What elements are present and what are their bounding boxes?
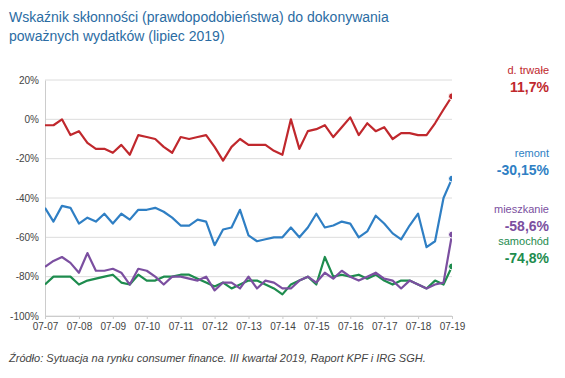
x-tick-mark bbox=[147, 316, 148, 319]
y-tick: -40% bbox=[16, 193, 45, 204]
x-tick-label: 07-08 bbox=[67, 321, 93, 332]
plot-area bbox=[45, 93, 452, 295]
x-tick-label: 07-09 bbox=[101, 321, 127, 332]
x-tick-mark bbox=[45, 316, 46, 319]
y-tick: -60% bbox=[16, 232, 45, 243]
x-tick-label: 07-18 bbox=[406, 321, 432, 332]
y-tick: -20% bbox=[16, 153, 45, 164]
x-tick-label: 07-11 bbox=[169, 321, 194, 332]
x-tick-label: 07-14 bbox=[270, 321, 296, 332]
end-point bbox=[449, 263, 453, 270]
end-point bbox=[449, 231, 453, 238]
x-tick-mark bbox=[452, 316, 453, 319]
end-point bbox=[449, 93, 453, 100]
title: Wskaźnik skłonności (prawdopodobieństwa)… bbox=[9, 9, 389, 44]
x-tick: 07-18 bbox=[406, 316, 432, 332]
x-tick-mark bbox=[113, 316, 114, 319]
x-tick-label: 07-07 bbox=[33, 321, 59, 332]
series-name: d. trwałe bbox=[507, 64, 549, 76]
end-value-label: -58,6% bbox=[505, 218, 550, 234]
y-tick-label: 0% bbox=[25, 114, 40, 125]
x-tick-mark bbox=[350, 316, 351, 319]
y-tick-label: 20% bbox=[19, 75, 39, 86]
chart-svg: Wskaźnik skłonności (prawdopodobieństwa)… bbox=[0, 0, 565, 378]
x-tick-mark bbox=[79, 316, 80, 319]
y-tick-label: -80% bbox=[16, 271, 39, 282]
grid-line bbox=[45, 80, 452, 81]
x-tick: 07-11 bbox=[169, 316, 194, 332]
x-tick: 07-12 bbox=[202, 316, 228, 332]
y-tick-label: -100% bbox=[10, 311, 39, 322]
x-tick-label: 07-10 bbox=[134, 321, 160, 332]
x-tick: 07-08 bbox=[67, 316, 93, 332]
x-tick-mark bbox=[384, 316, 385, 319]
x-tick: 07-13 bbox=[236, 316, 262, 332]
end-point bbox=[449, 175, 453, 182]
y-axis-line bbox=[45, 81, 46, 317]
y-tick: -80% bbox=[16, 271, 45, 282]
y-tick: -100% bbox=[10, 311, 45, 322]
end-value-label: -74,8% bbox=[505, 250, 550, 266]
y-tick-label: -20% bbox=[16, 153, 39, 164]
series-name: samochód bbox=[498, 235, 549, 247]
x-tick-label: 07-19 bbox=[440, 321, 466, 332]
series-line bbox=[45, 235, 452, 291]
x-tick: 07-17 bbox=[372, 316, 398, 332]
series-line bbox=[45, 179, 452, 248]
grid-line bbox=[45, 237, 452, 238]
end-value-label: -30,15% bbox=[497, 162, 550, 178]
end-labels: d. trwałe 11,7% remont -30,15% mieszkanie -58… bbox=[494, 64, 550, 265]
x-axis: 07-07 07-08 07-09 07-10 07-11 07-12 07-13 07-14… bbox=[33, 316, 466, 332]
chart-container: Wskaźnik skłonności (prawdopodobieństwa)… bbox=[0, 0, 565, 378]
y-tick-label: -60% bbox=[16, 232, 39, 243]
x-tick-label: 07-17 bbox=[372, 321, 398, 332]
x-tick-mark bbox=[282, 316, 283, 319]
grid-line bbox=[45, 198, 452, 199]
x-tick: 07-07 bbox=[33, 316, 59, 332]
series-line bbox=[45, 96, 452, 160]
end-value-label: 11,7% bbox=[510, 79, 549, 95]
title-line: poważnych wydatków (lipiec 2019) bbox=[9, 28, 225, 44]
series-name: remont bbox=[515, 147, 549, 159]
y-axis: 20% 0% -20% -40% -60% -80% -100% bbox=[10, 75, 45, 322]
y-tick: 20% bbox=[19, 75, 45, 86]
x-tick: 07-14 bbox=[270, 316, 296, 332]
grid-line bbox=[45, 119, 452, 120]
x-tick-mark bbox=[418, 316, 419, 319]
grid bbox=[45, 80, 452, 316]
x-tick-label: 07-13 bbox=[236, 321, 262, 332]
grid-line bbox=[45, 158, 452, 159]
x-tick-mark bbox=[316, 316, 317, 319]
source: Źródło: Sytuacja na rynku consumer finan… bbox=[8, 352, 426, 364]
y-tick-label: -40% bbox=[16, 193, 39, 204]
x-axis-line bbox=[46, 317, 453, 320]
x-tick-label: 07-16 bbox=[338, 321, 364, 332]
x-tick-label: 07-15 bbox=[304, 321, 330, 332]
x-tick-label: 07-12 bbox=[202, 321, 228, 332]
x-tick-mark bbox=[181, 316, 182, 319]
x-tick: 07-09 bbox=[101, 316, 127, 332]
x-tick: 07-10 bbox=[134, 316, 160, 332]
background bbox=[0, 0, 565, 378]
x-tick-mark bbox=[249, 316, 250, 319]
x-tick-mark bbox=[215, 316, 216, 319]
series-name: mieszkanie bbox=[494, 203, 549, 215]
x-tick: 07-19 bbox=[440, 316, 466, 332]
x-tick: 07-15 bbox=[304, 316, 330, 332]
y-tick: 0% bbox=[25, 114, 45, 125]
title-line: Wskaźnik skłonności (prawdopodobieństwa)… bbox=[9, 9, 389, 25]
x-tick: 07-16 bbox=[338, 316, 364, 332]
